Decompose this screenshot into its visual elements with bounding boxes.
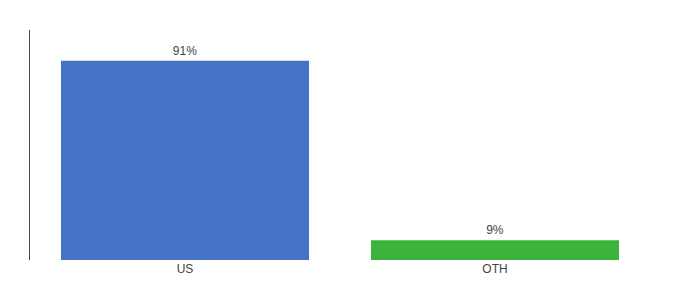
svg-text:OTH: OTH — [482, 262, 507, 276]
svg-text:US: US — [177, 262, 194, 276]
svg-text:91%: 91% — [173, 44, 197, 58]
svg-text:9%: 9% — [486, 223, 504, 237]
